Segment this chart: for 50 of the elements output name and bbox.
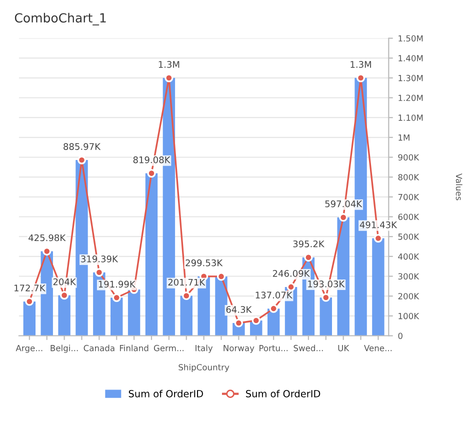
data-label: 172.7K [14,284,46,292]
x-tick-label: Germ... [154,344,184,352]
legend-label: Sum of OrderID [128,390,203,398]
data-label: 597.04K [325,200,362,208]
y-tick-label: 0 [398,332,402,340]
x-tick-label: Arge... [16,345,42,353]
y-tick-label: 800K [398,174,420,180]
y-tick-label: 1.20M [398,94,423,102]
data-label: 64.3K [226,306,252,313]
y-tick-label: 100K [398,312,420,320]
data-label: 191.99K [98,280,136,288]
y-tick-label: 700K [398,194,420,200]
y-axis-title: Values [456,173,462,200]
x-tick-label: Portu... [260,345,288,352]
data-label: 246.09K [272,270,310,277]
y-tick-label: 1.10M [398,114,423,121]
x-tick-label: Finland [120,344,148,352]
y-tick-label: 600K [398,214,420,220]
data-label: 319.39K [81,255,118,262]
y-tick-label: 200K [398,293,420,300]
data-label: 1.3M [158,61,180,68]
x-tick-label: Italy [196,344,213,353]
data-label: 204K [53,278,76,286]
x-tick-label: Belgi... [50,344,78,353]
x-axis-title: ShipCountry [178,364,230,372]
data-label: 299.53K [186,259,223,266]
data-label: 137.07K [256,292,293,298]
x-tick-label: Norway [224,345,254,353]
y-tick-label: 400K [398,253,420,260]
y-tick-label: 1.30M [398,74,423,82]
x-tick-label: Swed... [294,344,323,352]
data-label: 193.03K [308,280,345,288]
y-tick-label: 900K [398,154,420,161]
y-tick-label: 500K [398,234,420,240]
data-label: 819.08K [133,156,170,164]
legend-label: Sum of OrderID [246,390,320,398]
data-label: 425.98K [28,234,66,242]
data-label: 491.43K [360,221,398,228]
y-tick-label: 1.40M [398,55,423,62]
data-label: 1.3M [350,61,371,68]
data-label: 885.97K [64,143,101,150]
x-tick-label: Canada [84,344,114,352]
y-tick-label: 1.50M [398,35,423,42]
data-label: 201.71K [168,278,206,286]
y-tick-label: 1M [398,134,410,141]
y-tick-label: 300K [398,273,420,280]
chart-title: ComboChart_1 [14,12,106,26]
x-tick-label: Vene... [364,345,392,352]
x-tick-label: UK [338,345,350,352]
data-label: 395.2K [293,240,325,248]
